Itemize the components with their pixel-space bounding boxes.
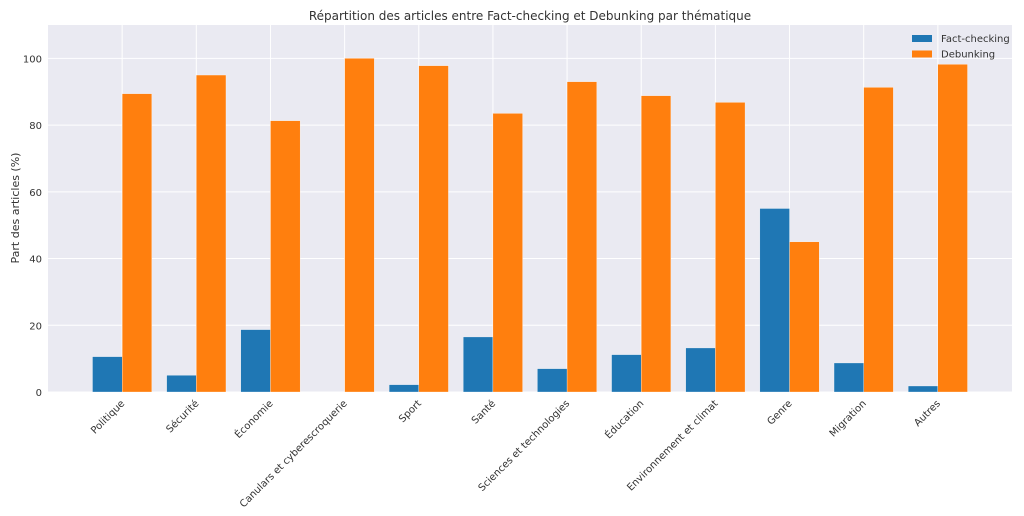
x-tick-label: Migration	[828, 398, 869, 439]
bar-fact-checking	[537, 368, 568, 393]
bar-fact-checking	[166, 375, 197, 393]
bar-fact-checking	[388, 384, 419, 393]
bar-fact-checking	[685, 347, 716, 393]
bar-debunking	[344, 58, 375, 393]
bar-fact-checking	[240, 329, 271, 393]
x-tick-label: Sécurité	[164, 398, 202, 436]
y-axis-label: Part des articles (%)	[9, 153, 22, 264]
bar-debunking	[566, 81, 597, 393]
y-tick-label: 80	[29, 121, 42, 132]
bar-fact-checking	[611, 354, 642, 393]
bar-fact-checking	[833, 362, 864, 393]
x-tick-label: Sport	[397, 398, 424, 425]
x-tick-label: Éducation	[602, 397, 646, 441]
x-tick-label: Autres	[912, 398, 943, 429]
bar-debunking	[122, 93, 152, 393]
bar-debunking	[196, 74, 227, 393]
bars	[92, 58, 968, 393]
y-tick-label: 60	[29, 188, 42, 199]
x-tick-label: Genre	[765, 398, 794, 427]
y-tick-label: 100	[23, 54, 42, 65]
bar-debunking	[789, 241, 820, 393]
bar-debunking	[270, 120, 301, 393]
y-tick-label: 40	[29, 255, 42, 266]
bar-debunking	[937, 64, 968, 393]
bar-debunking	[641, 95, 672, 393]
x-tick-label: Santé	[469, 398, 498, 427]
legend-label: Debunking	[941, 50, 995, 61]
x-tick-label: Politique	[89, 398, 127, 436]
legend-label: Fact-checking	[941, 34, 1010, 45]
chart-title: Répartition des articles entre Fact-chec…	[309, 9, 751, 23]
bar-fact-checking	[463, 336, 494, 393]
bar-fact-checking	[908, 385, 938, 393]
bar-debunking	[418, 65, 449, 393]
bar-debunking	[715, 102, 746, 393]
bar-fact-checking	[92, 356, 123, 393]
y-tick-label: 0	[36, 388, 42, 399]
x-tick-label: Économie	[232, 397, 276, 441]
legend-swatch	[912, 35, 932, 42]
y-tick-label: 20	[29, 321, 42, 332]
bar-debunking	[863, 87, 894, 393]
bar-debunking	[492, 113, 523, 393]
bar-fact-checking	[759, 208, 790, 393]
y-tick-labels: 0 20 40 60 80 100	[23, 54, 42, 399]
legend-swatch	[912, 50, 932, 58]
legend: Fact-checking Debunking	[912, 34, 1010, 61]
